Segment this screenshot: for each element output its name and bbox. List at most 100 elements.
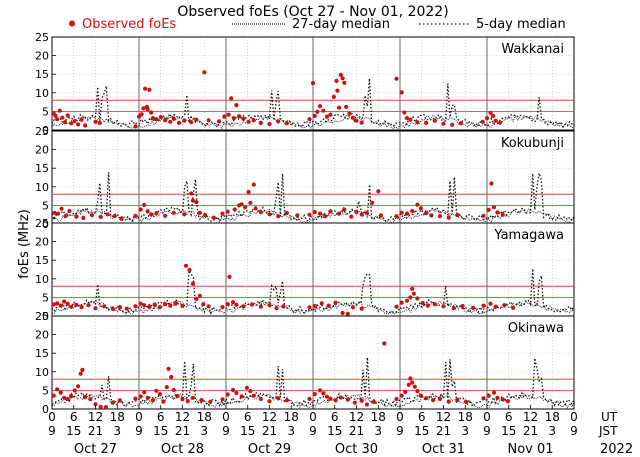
observed-point: [171, 387, 176, 393]
observed-point: [464, 399, 469, 404]
observed-point: [488, 301, 493, 306]
observed-point: [51, 393, 56, 398]
x-tick-label-ut: 0: [48, 410, 56, 424]
y-tick-label: 15: [35, 347, 49, 360]
observed-point: [241, 304, 246, 309]
observed-point: [312, 113, 317, 118]
observed-point: [359, 398, 364, 403]
observed-point: [491, 205, 497, 210]
x-tick-label-ut: 0: [483, 410, 491, 424]
x-tick-label-jst: 9: [309, 424, 317, 438]
x-tick-label-ut: 6: [244, 410, 252, 424]
observed-point: [72, 119, 77, 124]
x-tick-label-jst: 9: [222, 424, 230, 438]
x-tick-label-ut: 12: [436, 410, 451, 424]
observed-point: [481, 303, 486, 308]
observed-point: [406, 382, 411, 387]
station-label: Yamagawa: [493, 228, 564, 243]
observed-point: [152, 302, 157, 307]
x-tick-label-jst: 3: [374, 424, 382, 438]
median-27day-line: [52, 392, 575, 409]
observed-point: [437, 214, 443, 219]
ut-label: UT: [601, 410, 618, 424]
observed-point: [79, 117, 84, 122]
observed-point: [97, 120, 102, 125]
legend-median27-label: 27-day median: [292, 17, 390, 32]
observed-point: [354, 118, 359, 123]
observed-point: [505, 399, 510, 404]
year-label: 2022: [600, 442, 633, 457]
observed-point: [133, 213, 138, 218]
observed-point: [69, 121, 74, 126]
x-tick-label-ut: 18: [110, 410, 125, 424]
observed-point: [394, 214, 399, 219]
observed-point: [307, 117, 312, 122]
observed-point: [154, 388, 159, 393]
observed-point: [258, 304, 263, 309]
median-5day-line: [51, 172, 575, 223]
observed-point: [222, 114, 227, 119]
observed-point: [431, 398, 436, 403]
observed-point: [411, 291, 416, 296]
observed-point: [216, 119, 222, 124]
observed-point: [110, 400, 115, 405]
observed-point: [69, 304, 74, 309]
x-tick-label-ut: 12: [88, 410, 103, 424]
observed-point: [83, 395, 88, 400]
observed-point: [481, 213, 486, 218]
observed-point: [51, 302, 56, 307]
observed-point: [333, 398, 338, 403]
observed-point: [206, 304, 211, 309]
observed-point: [62, 299, 67, 304]
observed-point: [404, 298, 410, 303]
observed-point: [246, 119, 251, 124]
observed-point: [267, 212, 272, 217]
observed-point: [319, 301, 324, 306]
observed-point: [190, 395, 195, 400]
observed-point: [412, 384, 417, 389]
observed-point: [163, 118, 168, 123]
observed-point: [93, 402, 98, 407]
observed-point: [189, 191, 194, 196]
x-tick-label-ut: 18: [545, 410, 560, 424]
observed-point: [190, 281, 195, 286]
observed-point: [408, 376, 413, 381]
observed-point: [56, 211, 61, 216]
observed-point: [250, 302, 255, 307]
x-tick-label-ut: 6: [418, 410, 426, 424]
observed-point: [276, 396, 281, 401]
observed-point: [500, 397, 505, 402]
observed-point: [424, 120, 429, 125]
observed-point: [344, 104, 349, 109]
y-tick-label: 25: [35, 31, 49, 44]
observed-point: [451, 306, 456, 311]
y-tick-label: 10: [35, 366, 49, 379]
y-tick-label: 25: [35, 217, 49, 230]
observed-point: [76, 122, 81, 127]
observed-point: [133, 124, 138, 129]
observed-point: [408, 295, 413, 300]
observed-point: [359, 212, 364, 217]
observed-point: [345, 397, 350, 402]
y-tick-label: 10: [35, 181, 49, 194]
observed-point: [164, 385, 169, 390]
observed-point: [455, 397, 460, 402]
observed-point: [420, 300, 425, 306]
observed-point: [74, 214, 79, 219]
observed-point: [55, 301, 60, 306]
observed-point: [55, 387, 60, 392]
observed-point: [317, 388, 323, 393]
x-tick-label-ut: 18: [371, 410, 386, 424]
x-tick-label-ut: 0: [309, 410, 317, 424]
y-tick-label: 25: [35, 125, 49, 138]
observed-point: [230, 300, 236, 305]
x-tick-label-jst: 3: [200, 424, 208, 438]
observed-point: [59, 206, 64, 211]
observed-point: [267, 303, 272, 308]
observed-point: [415, 202, 420, 207]
observed-point: [312, 303, 317, 309]
observed-point: [182, 118, 187, 123]
observed-point: [349, 214, 354, 219]
observed-point: [258, 396, 263, 402]
observed-point: [175, 393, 180, 399]
